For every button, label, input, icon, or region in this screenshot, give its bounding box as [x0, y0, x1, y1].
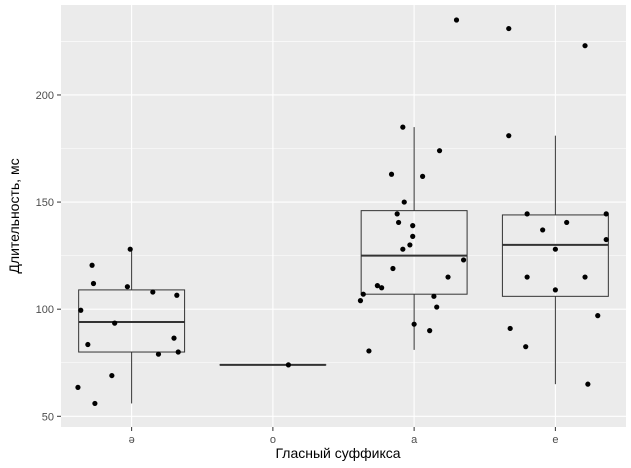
- box-iqr: [360, 210, 468, 295]
- data-point: [90, 280, 97, 287]
- data-point: [171, 335, 177, 341]
- data-point: [595, 313, 601, 319]
- grid-major: [61, 5, 626, 427]
- data-point: [75, 384, 81, 390]
- box-iqr: [78, 289, 186, 353]
- data-point: [174, 292, 180, 298]
- x-tick-label: o: [270, 434, 276, 446]
- data-point: [155, 351, 162, 357]
- data-point: [552, 246, 558, 252]
- data-point: [357, 298, 364, 304]
- data-point: [390, 265, 396, 272]
- data-point: [460, 257, 467, 263]
- y-axis-title: Длительность, мс: [6, 158, 22, 273]
- data-point: [109, 372, 115, 379]
- data-point: [582, 43, 588, 49]
- data-point: [603, 236, 609, 243]
- plot-panel: [61, 5, 626, 427]
- data-point: [124, 284, 130, 290]
- data-point: [360, 291, 366, 297]
- data-point: [431, 293, 437, 299]
- data-point: [411, 321, 417, 327]
- data-point: [506, 133, 512, 139]
- data-point: [564, 219, 570, 226]
- y-tick-label: 150: [36, 197, 54, 209]
- data-point: [436, 148, 443, 154]
- data-point: [506, 25, 512, 32]
- data-point: [366, 348, 372, 354]
- y-axis: 50 100 150 200: [36, 90, 61, 423]
- y-tick-label: 200: [36, 90, 54, 102]
- data-point: [427, 328, 433, 334]
- data-point: [401, 199, 407, 205]
- data-point: [92, 400, 98, 407]
- data-point: [112, 320, 118, 326]
- data-point: [379, 285, 385, 291]
- x-tick-label: a: [411, 434, 418, 446]
- boxes: [78, 127, 609, 404]
- data-point: [394, 211, 400, 217]
- data-point: [582, 274, 588, 280]
- box-iqr: [501, 214, 609, 297]
- x-tick-label: ə: [129, 434, 135, 446]
- data-point: [395, 219, 402, 226]
- data-point: [420, 173, 426, 179]
- data-point: [434, 304, 440, 310]
- data-point: [453, 17, 460, 23]
- grid-minor: [61, 41, 626, 364]
- data-point: [507, 325, 513, 332]
- data-point: [410, 223, 416, 229]
- data-point: [175, 349, 181, 355]
- x-axis-title: Гласный суффикса: [275, 445, 400, 461]
- y-tick-label: 50: [42, 411, 54, 423]
- x-tick-label: e: [552, 434, 558, 446]
- data-point: [388, 171, 395, 177]
- data-point: [85, 341, 91, 348]
- data-point: [374, 283, 380, 289]
- data-point: [603, 211, 609, 217]
- data-point: [127, 246, 133, 252]
- data-point: [523, 344, 529, 350]
- data-point: [89, 262, 95, 268]
- data-point: [150, 289, 156, 295]
- data-point: [524, 274, 530, 280]
- data-point: [78, 307, 84, 313]
- box-1: [78, 249, 186, 404]
- points: [75, 17, 609, 407]
- data-point: [400, 124, 406, 130]
- data-point: [400, 246, 406, 252]
- data-point: [552, 287, 558, 293]
- data-point: [407, 242, 413, 248]
- y-tick-label: 100: [36, 304, 54, 316]
- box-4: [501, 135, 609, 385]
- data-point: [540, 227, 546, 233]
- data-point: [445, 274, 451, 280]
- data-point: [410, 233, 416, 239]
- data-point: [524, 211, 530, 217]
- data-point: [585, 381, 591, 387]
- data-point: [285, 362, 292, 368]
